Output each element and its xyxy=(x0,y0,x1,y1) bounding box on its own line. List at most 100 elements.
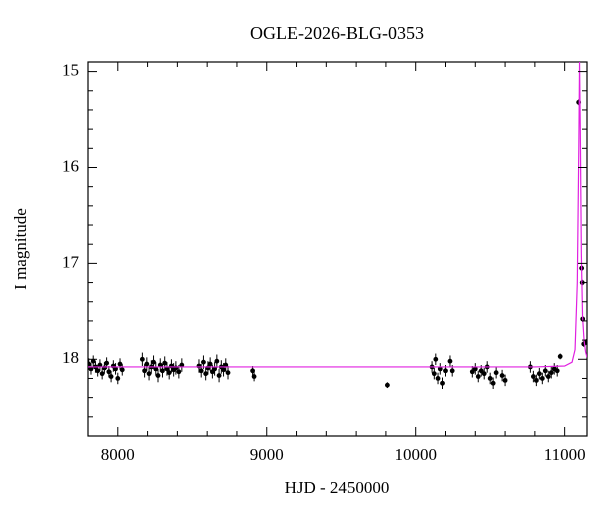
point xyxy=(539,376,545,381)
point xyxy=(176,369,182,375)
data-point xyxy=(113,363,118,375)
point xyxy=(385,382,390,388)
point xyxy=(431,371,437,377)
point xyxy=(162,360,168,366)
point xyxy=(95,368,101,374)
data-point xyxy=(487,372,493,385)
point xyxy=(447,358,453,364)
data-point xyxy=(475,370,481,383)
data-point xyxy=(481,367,487,380)
x-tick-label: 11000 xyxy=(544,445,586,464)
data-point xyxy=(557,353,563,360)
data-point xyxy=(493,366,499,379)
point xyxy=(144,361,150,367)
data-point xyxy=(97,359,103,371)
data-point xyxy=(198,364,204,378)
data-point xyxy=(108,370,114,383)
point xyxy=(196,363,202,369)
point xyxy=(201,359,206,365)
data-point xyxy=(548,366,554,379)
data-point xyxy=(117,358,123,370)
point xyxy=(97,362,103,368)
point xyxy=(490,380,496,386)
y-tick-label: 18 xyxy=(62,348,79,367)
point xyxy=(108,374,114,379)
point xyxy=(481,371,487,377)
data-point xyxy=(203,366,209,381)
point xyxy=(493,370,499,376)
data-point xyxy=(469,365,475,378)
x-tick-label: 9000 xyxy=(250,445,284,464)
data-point xyxy=(207,357,213,371)
data-point xyxy=(153,362,159,376)
data-point xyxy=(142,364,148,378)
point xyxy=(88,366,94,372)
data-point xyxy=(88,363,94,375)
data-point xyxy=(251,371,257,382)
point xyxy=(160,368,165,374)
point xyxy=(119,367,125,373)
plot-area xyxy=(88,62,587,390)
data-point xyxy=(139,352,145,366)
point xyxy=(223,362,229,368)
point xyxy=(139,356,145,362)
point xyxy=(548,370,554,376)
data-point xyxy=(115,372,121,385)
data-point xyxy=(499,369,505,382)
data-point xyxy=(146,366,152,381)
data-point xyxy=(225,365,231,380)
point xyxy=(557,354,563,359)
data-point xyxy=(179,358,185,372)
point xyxy=(536,371,542,377)
point xyxy=(475,374,481,379)
plot-frame xyxy=(87,61,588,437)
point xyxy=(214,358,220,364)
point xyxy=(203,371,209,377)
data-point xyxy=(435,372,441,385)
data-point xyxy=(472,363,478,375)
data-point xyxy=(545,370,551,383)
point xyxy=(530,374,536,379)
point xyxy=(146,371,152,377)
data-point xyxy=(160,364,165,378)
data-point xyxy=(99,367,105,380)
data-point xyxy=(216,368,222,383)
data-point xyxy=(530,370,536,383)
point xyxy=(435,376,441,381)
y-axis-label: I magnitude xyxy=(11,208,30,290)
point xyxy=(478,368,484,374)
point xyxy=(166,370,172,376)
data-point xyxy=(539,372,545,385)
point xyxy=(443,368,448,374)
data-point xyxy=(554,365,560,377)
point xyxy=(554,368,560,374)
point xyxy=(251,374,257,379)
point xyxy=(113,366,118,372)
point xyxy=(533,377,539,383)
point xyxy=(153,366,159,372)
x-axis-label: HJD - 2450000 xyxy=(285,478,390,497)
data-point xyxy=(214,354,220,368)
model-curve xyxy=(88,62,587,368)
x-tick-label: 10000 xyxy=(394,445,437,464)
point xyxy=(542,368,548,374)
data-point xyxy=(447,355,453,367)
point xyxy=(155,373,161,378)
data-point xyxy=(385,382,390,389)
point xyxy=(104,360,110,366)
point xyxy=(437,366,443,372)
data-point xyxy=(119,364,125,376)
point xyxy=(106,369,112,375)
chart-title: OGLE-2026-BLG-0353 xyxy=(250,23,424,43)
point xyxy=(499,373,505,378)
point xyxy=(115,376,121,381)
y-tick-label: 16 xyxy=(62,156,79,175)
data-point xyxy=(106,365,112,378)
data-point xyxy=(90,355,96,367)
data-point xyxy=(223,358,229,372)
point xyxy=(207,361,213,367)
point xyxy=(221,367,226,373)
data-point xyxy=(155,368,161,383)
